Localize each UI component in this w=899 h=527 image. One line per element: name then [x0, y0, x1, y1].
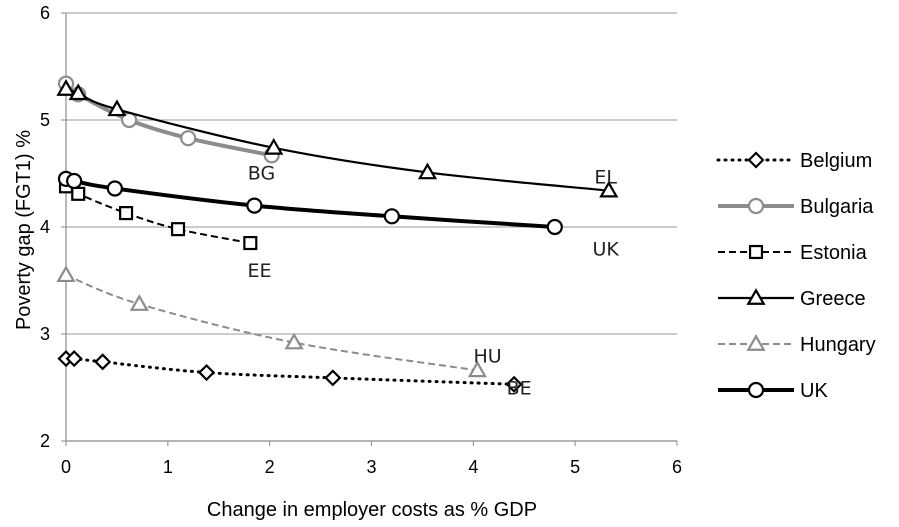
- gridlines: [66, 12, 677, 335]
- x-tick-label: 0: [61, 457, 71, 477]
- data-point: [106, 180, 123, 197]
- series-group: [56, 75, 619, 393]
- legend-item-estonia: Estonia: [718, 242, 868, 264]
- legend-item-belgium: Belgium: [716, 150, 872, 172]
- data-point: [56, 79, 76, 96]
- x-tick-label: 2: [265, 457, 275, 477]
- series-line: [65, 176, 555, 229]
- legend-marker: [746, 288, 766, 305]
- series-belgium: [57, 350, 523, 393]
- data-point: [246, 197, 263, 214]
- legend-label: Hungary: [800, 334, 876, 356]
- x-tick-label: 6: [672, 457, 682, 477]
- series-annotation: UK: [593, 238, 620, 260]
- series-annotation: HU: [473, 345, 501, 367]
- data-point: [383, 208, 400, 225]
- legend-marker: [747, 151, 765, 169]
- y-axis-title: Poverty gap (FGT1) %: [13, 130, 35, 330]
- series-uk: [57, 170, 563, 236]
- y-tick-label: 6: [40, 3, 50, 23]
- data-point: [264, 137, 284, 155]
- x-tick-label: 3: [366, 457, 376, 477]
- legend-marker: [747, 381, 765, 399]
- data-point: [68, 83, 88, 101]
- y-tick-label: 5: [40, 110, 50, 130]
- series-line: [65, 274, 478, 372]
- y-tick-label: 2: [40, 431, 50, 451]
- legend-label: UK: [800, 380, 828, 402]
- data-point: [546, 218, 563, 236]
- annotations: BG EL UK EE HU BE: [247, 162, 619, 399]
- data-point: [505, 375, 523, 393]
- legend-label: Belgium: [800, 150, 872, 172]
- data-point: [170, 222, 186, 237]
- x-tick-label: 1: [163, 457, 173, 477]
- data-point: [417, 162, 438, 180]
- data-point: [65, 350, 83, 368]
- series-annotation: BE: [507, 378, 532, 400]
- data-point: [243, 236, 258, 251]
- legend: Belgium Bulgaria Estonia Greece Hungary UK: [716, 150, 876, 402]
- axes: 2 3 4 5 6 0 1 2 3 4 5 6: [40, 3, 682, 477]
- legend-label: Bulgaria: [800, 196, 874, 218]
- data-point: [66, 172, 83, 190]
- x-tick-label: 4: [468, 457, 478, 477]
- data-point: [467, 360, 488, 378]
- series-greece: [56, 79, 619, 198]
- data-point: [56, 265, 76, 283]
- data-point: [599, 180, 619, 198]
- series-line: [64, 82, 273, 158]
- series-line: [64, 356, 516, 386]
- data-point: [129, 294, 149, 311]
- data-point: [197, 363, 216, 382]
- legend-item-uk: UK: [718, 380, 828, 402]
- y-tick-label: 3: [40, 324, 50, 344]
- y-tick-label: 4: [40, 217, 50, 237]
- series-annotation: EL: [594, 167, 617, 189]
- legend-item-greece: Greece: [718, 288, 866, 310]
- data-point: [107, 99, 127, 117]
- series-hungary: [56, 265, 488, 378]
- x-axis-title: Change in employer costs as % GDP: [207, 499, 537, 521]
- data-point: [71, 186, 86, 201]
- legend-marker: [747, 197, 765, 215]
- data-point: [324, 369, 342, 387]
- series-estonia: [58, 179, 258, 251]
- legend-marker: [746, 334, 766, 351]
- legend-label: Estonia: [800, 242, 868, 264]
- data-point: [119, 206, 134, 221]
- x-tick-label: 5: [570, 457, 580, 477]
- legend-item-hungary: Hungary: [718, 334, 876, 356]
- legend-marker: [748, 244, 764, 260]
- series-annotation: EE: [247, 260, 271, 282]
- legend-item-bulgaria: Bulgaria: [718, 196, 874, 218]
- data-point: [284, 332, 304, 350]
- series-annotation: BG: [248, 162, 275, 184]
- legend-label: Greece: [800, 288, 866, 310]
- series-line: [65, 87, 609, 192]
- data-point: [180, 130, 197, 147]
- series-bulgaria: [57, 75, 280, 164]
- data-point: [94, 353, 112, 371]
